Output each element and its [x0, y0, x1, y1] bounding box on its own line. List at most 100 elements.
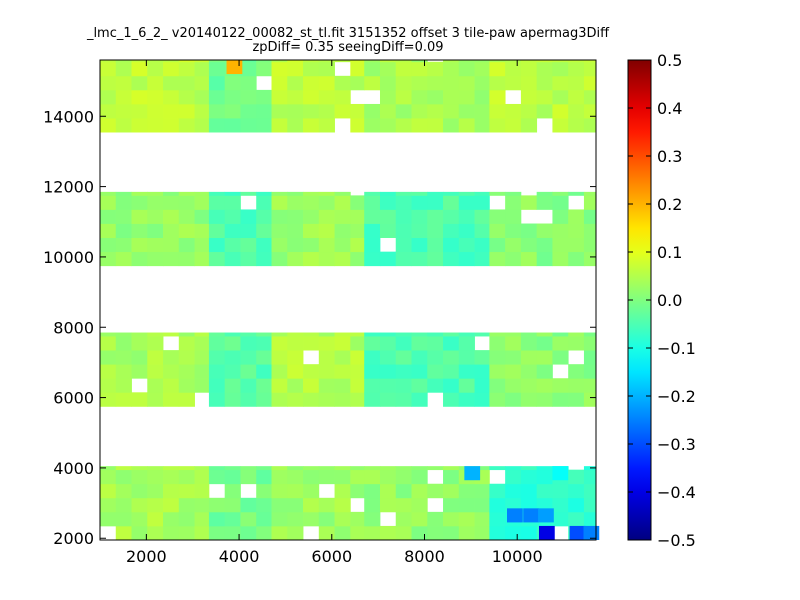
heatmap-cell [256, 89, 272, 105]
heatmap-cell [334, 466, 351, 471]
heatmap-cell [583, 511, 597, 527]
heatmap-cell [303, 191, 320, 196]
heatmap-cell [489, 103, 506, 119]
heatmap-cell [224, 497, 241, 513]
heatmap-cell [474, 61, 490, 77]
heatmap-cell [583, 251, 597, 267]
heatmap-cell [520, 60, 538, 63]
heatmap-cell [131, 60, 148, 63]
heatmap-cell [536, 223, 553, 238]
heatmap-cell [208, 75, 226, 91]
heatmap-cell [115, 103, 132, 119]
heatmap-cell [505, 332, 522, 337]
heatmap-cell [334, 89, 351, 105]
heatmap-cell [489, 60, 506, 63]
heatmap-cell [536, 195, 553, 210]
heatmap-cell [318, 364, 335, 379]
heatmap-cell [458, 61, 475, 77]
heatmap-cell [224, 350, 241, 365]
heatmap-cell [147, 378, 164, 393]
heatmap-cell [379, 251, 397, 267]
heatmap-cell [583, 364, 597, 379]
heatmap-cell [552, 392, 569, 407]
heatmap-cell [379, 103, 397, 119]
heatmap-cell [100, 336, 117, 351]
heatmap-cell [208, 60, 226, 63]
heatmap-cell [552, 75, 569, 91]
heatmap-cell [131, 497, 148, 513]
heatmap-cell [458, 89, 475, 105]
heatmap-cell [334, 511, 351, 527]
heatmap-cell [364, 525, 381, 541]
heatmap-cell [287, 483, 304, 499]
heatmap-cell [163, 350, 180, 365]
heatmap-cell [411, 336, 428, 351]
heatmap-cell [489, 209, 506, 224]
heatmap-cell [194, 378, 210, 393]
heatmap-cell [147, 483, 164, 499]
heatmap-cell [411, 483, 428, 499]
heatmap-cell-notable [507, 508, 523, 523]
heatmap-cell [395, 209, 412, 224]
heatmap-cell [505, 466, 522, 471]
chart-subtitle: zpDiff= 0.35 seeingDiff=0.09 [252, 40, 443, 55]
heatmap-cell [411, 364, 428, 379]
heatmap-cell [287, 497, 304, 513]
heatmap-cell [208, 469, 226, 485]
heatmap-cell [395, 223, 412, 238]
heatmap-cell [379, 483, 397, 499]
heatmap-cell [364, 251, 381, 267]
heatmap-cell [364, 103, 381, 119]
heatmap-cell-notable [552, 466, 569, 481]
y-tick-label: 8000 [53, 318, 94, 337]
heatmap-cell [411, 378, 428, 393]
heatmap-cell [505, 195, 522, 210]
y-tick-label: 10000 [43, 248, 94, 267]
heatmap-cell [583, 378, 597, 393]
heatmap-cell [240, 466, 257, 471]
heatmap-cell [395, 103, 412, 119]
heatmap-cell [194, 466, 210, 471]
heatmap-cell-notable [226, 60, 243, 75]
heatmap-cell [100, 118, 117, 133]
heatmap-cell [178, 378, 195, 393]
heatmap-cell [240, 191, 257, 196]
heatmap-cell [178, 483, 195, 499]
heatmap-cell [194, 89, 210, 105]
heatmap-cell [395, 61, 412, 77]
heatmap-cell [474, 60, 490, 63]
heatmap-cell [443, 483, 460, 499]
heatmap-cell [115, 61, 132, 77]
heatmap-cell [287, 191, 304, 196]
heatmap-cell [240, 60, 257, 63]
heatmap-cell [131, 466, 148, 471]
heatmap-cell [520, 483, 538, 499]
heatmap-cell [536, 75, 553, 91]
heatmap-cell [224, 75, 241, 91]
heatmap-cell [115, 209, 132, 224]
heatmap-cell [318, 378, 335, 393]
heatmap-cell [271, 251, 288, 267]
heatmap-cell [458, 103, 475, 119]
heatmap-cell [256, 237, 272, 253]
heatmap-cell [427, 378, 444, 393]
heatmap-cell [520, 75, 538, 91]
heatmap-cell [115, 237, 132, 253]
heatmap-cell [458, 223, 475, 238]
heatmap-cell [379, 60, 397, 63]
heatmap-cell [552, 483, 569, 499]
heatmap-cell [411, 103, 428, 119]
heatmap-cell [568, 332, 585, 337]
heatmap-cell [194, 61, 210, 77]
heatmap-cell [147, 237, 164, 253]
heatmap-cell [178, 364, 195, 379]
heatmap-cell [271, 61, 288, 77]
x-tick-label: 4000 [219, 547, 260, 566]
heatmap-cell [256, 483, 272, 499]
heatmap-cell [147, 336, 164, 351]
heatmap-cell [208, 103, 226, 119]
heatmap-cell [458, 350, 475, 365]
heatmap-cell [318, 392, 335, 407]
heatmap-cell [208, 237, 226, 253]
heatmap-cell [178, 60, 195, 63]
